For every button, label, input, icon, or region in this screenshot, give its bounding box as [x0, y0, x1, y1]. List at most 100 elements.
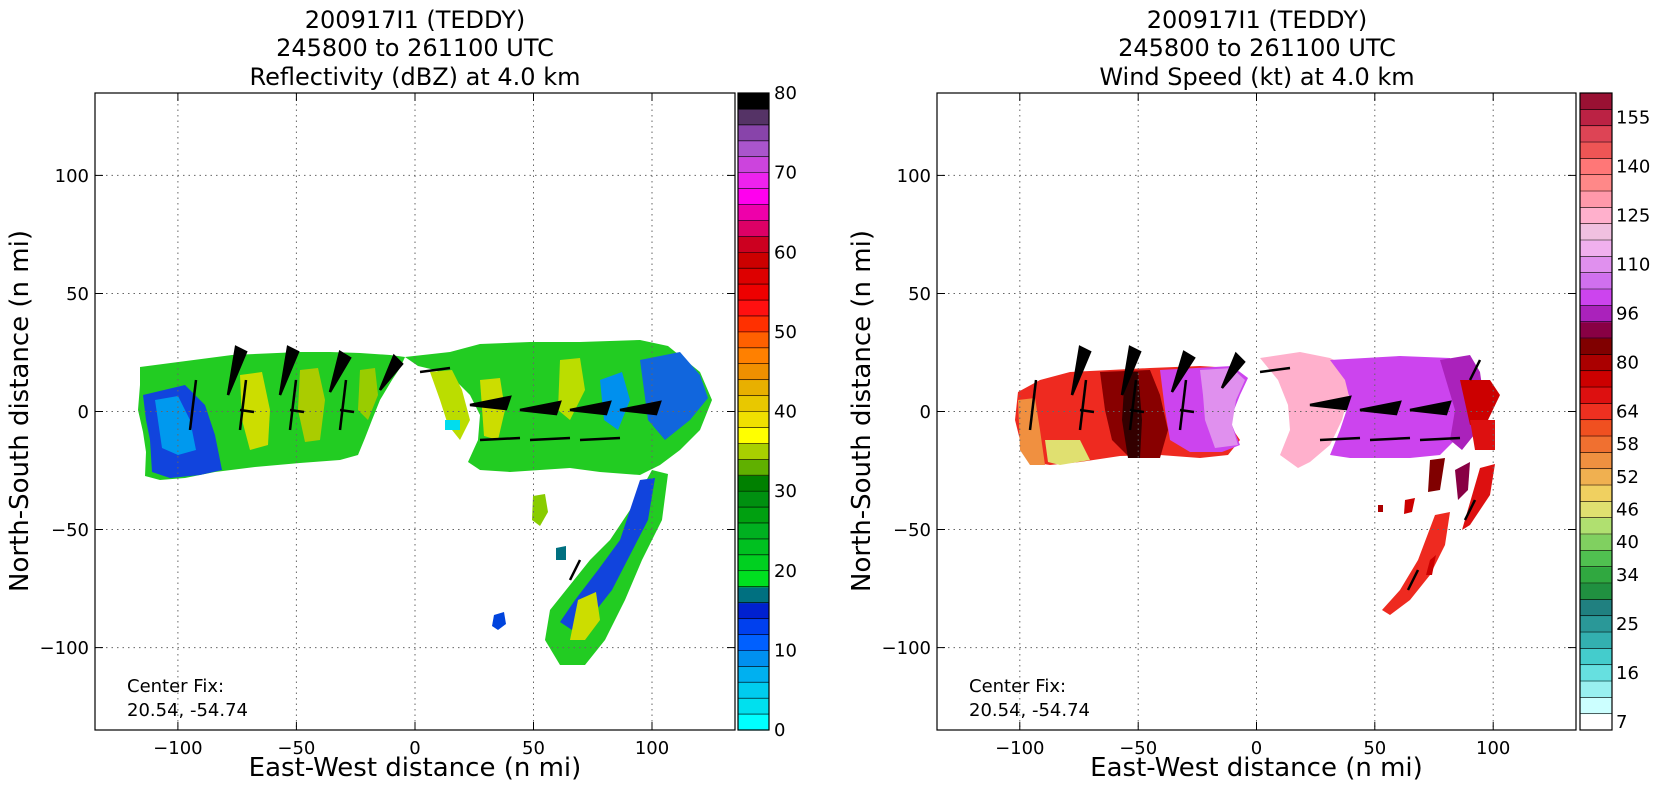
wind-barbs-left — [188, 345, 662, 581]
colorbar-swatch — [738, 156, 769, 174]
y-tick-label: 100 — [897, 166, 931, 187]
colorbar-tick-label: 16 — [1616, 663, 1639, 684]
colorbar-tick-label: 96 — [1616, 304, 1639, 325]
colorbar-swatch — [738, 570, 769, 588]
colorbar-swatch — [1580, 697, 1612, 715]
colorbar-swatch — [738, 634, 769, 651]
colorbar-swatch — [1580, 174, 1612, 192]
colorbar-tick-label: 46 — [1616, 500, 1639, 521]
chart-title-line-1: 200917I1 (TEDDY) — [1147, 6, 1367, 34]
y-tick-label: 0 — [78, 402, 89, 423]
colorbar-swatch — [1580, 321, 1612, 339]
colorbar-swatch — [738, 268, 769, 285]
wind-barbs-right — [1028, 345, 1482, 591]
y-ticks-right — [937, 174, 1576, 649]
colorbar-tick-label: 50 — [774, 322, 797, 343]
y-axis-label: North-South distance (n mi) — [847, 230, 877, 592]
colorbar-swatch — [738, 379, 769, 397]
x-tick-label: −100 — [995, 738, 1044, 759]
colorbar-swatch — [738, 714, 769, 731]
colorbar-swatch — [738, 618, 769, 636]
colorbar-swatch — [738, 698, 769, 715]
colorbar-swatch — [1580, 583, 1612, 600]
colorbar-tick-label: 30 — [774, 481, 797, 502]
y-tick-label: −100 — [40, 638, 89, 659]
colorbar-tick-label: 58 — [1616, 434, 1639, 455]
x-tick-label: 0 — [1251, 738, 1262, 759]
x-tick-label: −100 — [153, 738, 202, 759]
colorbar-swatch — [738, 427, 769, 444]
x-tick-label: 100 — [1476, 738, 1510, 759]
x-tick-label: 50 — [522, 738, 545, 759]
reflectivity-field — [138, 340, 712, 665]
colorbar-swatch — [738, 220, 769, 237]
center-fix-coords: 20.54, -54.74 — [127, 700, 248, 721]
colorbar-labels-left: 0 10 20 30 40 50 60 70 80 — [774, 83, 797, 741]
colorbar-swatch — [1580, 191, 1612, 208]
colorbar-swatch — [1580, 599, 1612, 617]
colorbar-tick-label: 25 — [1616, 614, 1639, 635]
colorbar-swatch — [1580, 664, 1612, 682]
chart-title-line-3: Wind Speed (kt) at 4.0 km — [1099, 63, 1414, 91]
colorbar-swatch — [1580, 109, 1612, 127]
colorbar-swatch — [738, 554, 769, 572]
y-tick-label: −50 — [51, 520, 89, 541]
x-axis-label: East-West distance (n mi) — [1090, 753, 1423, 783]
y-tick-label: 50 — [66, 284, 89, 305]
colorbar-swatch — [1580, 387, 1612, 404]
x-tick-label: −50 — [277, 738, 315, 759]
colorbar-tick-label: 10 — [774, 640, 797, 661]
colorbar-tick-label: 140 — [1616, 157, 1650, 178]
colorbar-swatch — [1580, 485, 1612, 502]
colorbar-tick-label: 0 — [774, 720, 785, 741]
colorbar-tick-label: 80 — [1616, 353, 1639, 374]
colorbar-swatch — [1580, 158, 1612, 176]
colorbar-swatch — [1580, 632, 1612, 649]
colorbar-swatch — [1580, 289, 1612, 306]
colorbar-swatch — [1580, 452, 1612, 470]
colorbar-swatch — [1580, 419, 1612, 437]
x-tick-label: 100 — [635, 738, 669, 759]
colorbar-swatch — [738, 172, 769, 190]
colorbar-swatch — [738, 507, 769, 524]
colorbar-swatch — [1580, 272, 1612, 290]
center-fix-label: Center Fix: — [969, 676, 1066, 697]
colorbar-swatch — [738, 300, 769, 317]
colorbar-swatch — [1580, 501, 1612, 519]
colorbar-tick-label: 60 — [774, 242, 797, 263]
colorbar-swatch — [1580, 681, 1612, 698]
colorbar-swatch — [1580, 517, 1612, 535]
colorbar-swatch — [1580, 468, 1612, 486]
colorbar-swatch — [738, 475, 769, 492]
grid-right — [937, 93, 1576, 730]
colorbar-swatch — [738, 538, 769, 556]
colorbar-swatch — [738, 252, 769, 269]
colorbar-swatch — [1580, 566, 1612, 584]
colorbar-swatch — [738, 93, 769, 110]
colorbar-swatch — [738, 443, 769, 460]
y-tick-label: 100 — [55, 166, 89, 187]
wind-speed-colorbar — [1580, 93, 1612, 731]
colorbar-labels-right: 7 16 25 34 40 46 52 58 64 80 96 110 125 140 155 — [1616, 108, 1650, 733]
x-ticks-left — [177, 93, 653, 730]
x-tick-label: 0 — [409, 738, 420, 759]
chart-title-line-2: 245800 to 261100 UTC — [276, 34, 554, 62]
colorbar-swatch — [738, 459, 769, 476]
colorbar-swatch — [738, 331, 769, 349]
colorbar-swatch — [738, 682, 769, 699]
colorbar-swatch — [1580, 370, 1612, 388]
x-tick-label: 50 — [1363, 738, 1386, 759]
colorbar-swatch — [738, 666, 769, 683]
colorbar-swatch — [738, 284, 769, 301]
colorbar-swatch — [1580, 256, 1612, 274]
center-fix-coords: 20.54, -54.74 — [969, 700, 1090, 721]
y-ticks-left — [95, 174, 735, 649]
colorbar-frame-right — [1579, 92, 1613, 731]
colorbar-tick-label: 155 — [1616, 108, 1650, 129]
colorbar-swatch — [738, 204, 769, 221]
colorbar-swatch — [1580, 436, 1612, 453]
colorbar-tick-label: 40 — [774, 402, 797, 423]
colorbar-swatch — [1580, 354, 1612, 372]
colorbar-swatch — [738, 363, 769, 381]
colorbar-swatch — [738, 411, 769, 429]
